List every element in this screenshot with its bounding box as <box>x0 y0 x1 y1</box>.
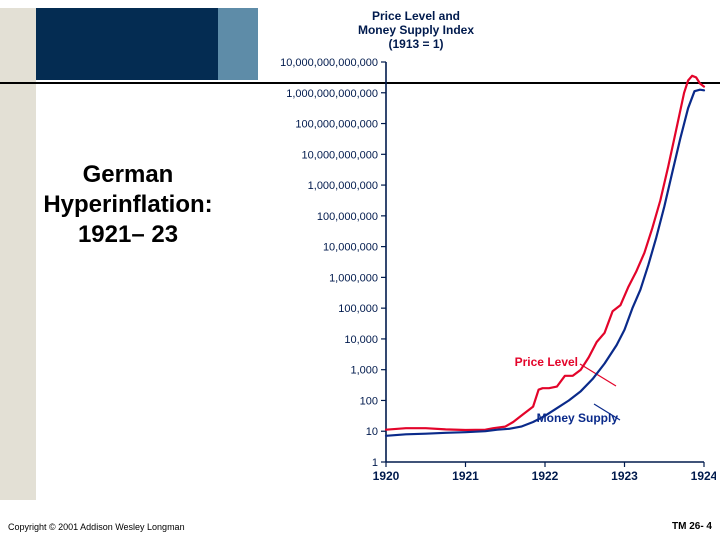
y-tick-label: 10,000,000,000 <box>302 149 378 161</box>
y-tick-label: 1 <box>372 457 378 469</box>
y-tick-label: 10,000,000,000,000 <box>280 57 378 69</box>
chart-svg: Price Level andMoney Supply Index(1913 =… <box>258 6 716 494</box>
x-tick-label: 1920 <box>373 469 400 483</box>
series-label: Price Level <box>515 355 578 369</box>
y-tick-label: 1,000,000,000,000 <box>286 88 378 100</box>
hyperinflation-chart: Price Level andMoney Supply Index(1913 =… <box>258 6 716 494</box>
series-pointer <box>580 364 616 386</box>
x-tick-label: 1923 <box>611 469 638 483</box>
title-line-2: Hyperinflation: <box>43 191 212 218</box>
x-tick-label: 1921 <box>452 469 479 483</box>
slide-title: German Hyperinflation: 1921– 23 <box>0 160 256 250</box>
y-axis-title-line: (1913 = 1) <box>388 37 443 51</box>
y-tick-label: 100,000 <box>338 303 378 315</box>
x-tick-label: 1924 <box>691 469 716 483</box>
footer: Copyright © 2001 Addison Wesley Longman … <box>0 510 720 540</box>
y-tick-label: 10,000 <box>344 334 378 346</box>
y-tick-label: 100,000,000,000 <box>295 119 378 131</box>
x-tick-label: 1922 <box>532 469 559 483</box>
series-line <box>386 76 704 430</box>
series-label: Money Supply <box>537 411 619 425</box>
series-line <box>386 90 704 436</box>
y-tick-label: 10,000,000 <box>323 242 378 254</box>
y-tick-label: 1,000 <box>350 365 378 377</box>
y-tick-label: 100,000,000 <box>317 211 378 223</box>
y-axis-title-line: Price Level and <box>372 9 460 23</box>
y-tick-label: 1,000,000,000 <box>308 180 378 192</box>
title-line-1: German <box>83 161 174 188</box>
y-axis-title-line: Money Supply Index <box>358 23 474 37</box>
y-tick-label: 10 <box>366 426 378 438</box>
y-tick-label: 1,000,000 <box>329 272 378 284</box>
title-line-3: 1921– 23 <box>78 221 178 248</box>
y-tick-label: 100 <box>360 395 378 407</box>
slide-code: TM 26- 4 <box>672 521 712 532</box>
decor-top-mid <box>218 8 258 80</box>
copyright-text: Copyright © 2001 Addison Wesley Longman <box>8 522 185 532</box>
decor-top-dark <box>36 8 218 80</box>
